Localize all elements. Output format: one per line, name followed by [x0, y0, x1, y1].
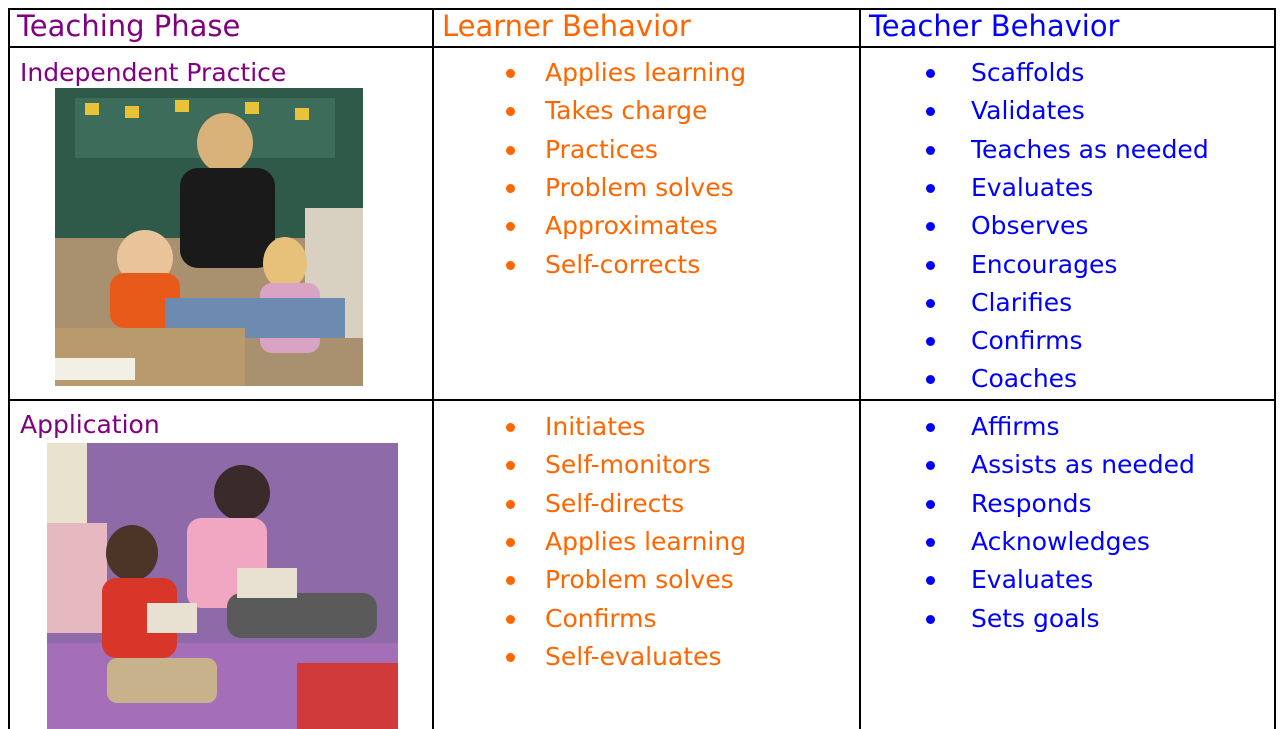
border [432, 8, 434, 729]
bullet [506, 260, 515, 270]
bullet [926, 222, 935, 232]
header-cell: Teacher Behavior [869, 9, 1120, 43]
list-item: Self-monitors [545, 450, 711, 480]
bullet [926, 107, 935, 117]
bullet [926, 537, 935, 547]
bullet [926, 461, 935, 471]
bullet [506, 222, 515, 232]
list-item: Observes [971, 211, 1089, 241]
list-item: Responds [971, 488, 1092, 518]
list-item: Teaches as needed [971, 134, 1209, 164]
header-cell: Teaching Phase [17, 9, 241, 43]
list-item: Sets goals [971, 603, 1100, 633]
list-item: Approximates [545, 211, 718, 241]
list-item: Confirms [971, 326, 1083, 356]
list-item: Acknowledges [971, 526, 1150, 556]
list-item: Problem solves [545, 172, 734, 202]
bullet [506, 145, 515, 155]
bullet [506, 576, 515, 586]
phase-label: Application [20, 410, 160, 439]
bullet [926, 375, 935, 385]
border [8, 399, 1276, 401]
list-item: Encourages [971, 249, 1118, 279]
border [8, 8, 10, 729]
list-item: Coaches [971, 364, 1078, 394]
bullet [506, 461, 515, 471]
bullet [506, 537, 515, 547]
bullet [506, 614, 515, 624]
bullet [926, 298, 935, 308]
list-item: Takes charge [545, 96, 708, 126]
bullet [926, 69, 935, 78]
bullet [926, 145, 935, 155]
border [859, 8, 861, 729]
list-item: Self-corrects [545, 249, 701, 279]
list-item: Affirms [971, 412, 1060, 441]
classroom-photo [55, 88, 363, 386]
list-item: Confirms [545, 603, 657, 633]
bullet [926, 614, 935, 624]
border [8, 8, 1276, 10]
list-item: Self-evaluates [545, 641, 722, 671]
list-item: Self-directs [545, 488, 685, 518]
bullet [506, 183, 515, 193]
bullet [926, 260, 935, 270]
bullet [926, 423, 935, 432]
bullet [926, 576, 935, 586]
bullet [506, 107, 515, 117]
border [8, 46, 1276, 48]
phase-label: Independent Practice [20, 58, 287, 87]
bullet [926, 499, 935, 509]
list-item: Validates [971, 96, 1085, 126]
list-item: Scaffolds [971, 58, 1085, 87]
list-item: Evaluates [971, 565, 1094, 595]
list-item: Initiates [545, 412, 646, 441]
list-item: Practices [545, 134, 658, 164]
bullet [506, 69, 515, 78]
reading-photo [47, 443, 398, 729]
list-item: Assists as needed [971, 450, 1195, 480]
border [1274, 8, 1276, 729]
bullet [506, 652, 515, 662]
list-item: Problem solves [545, 565, 734, 595]
bullet [926, 337, 935, 347]
list-item: Evaluates [971, 172, 1094, 202]
list-item: Applies learning [545, 526, 747, 556]
bullet [506, 423, 515, 432]
list-item: Clarifies [971, 287, 1073, 317]
list-item: Applies learning [545, 58, 747, 87]
bullet [506, 499, 515, 509]
bullet [926, 183, 935, 193]
header-cell: Learner Behavior [442, 9, 691, 43]
